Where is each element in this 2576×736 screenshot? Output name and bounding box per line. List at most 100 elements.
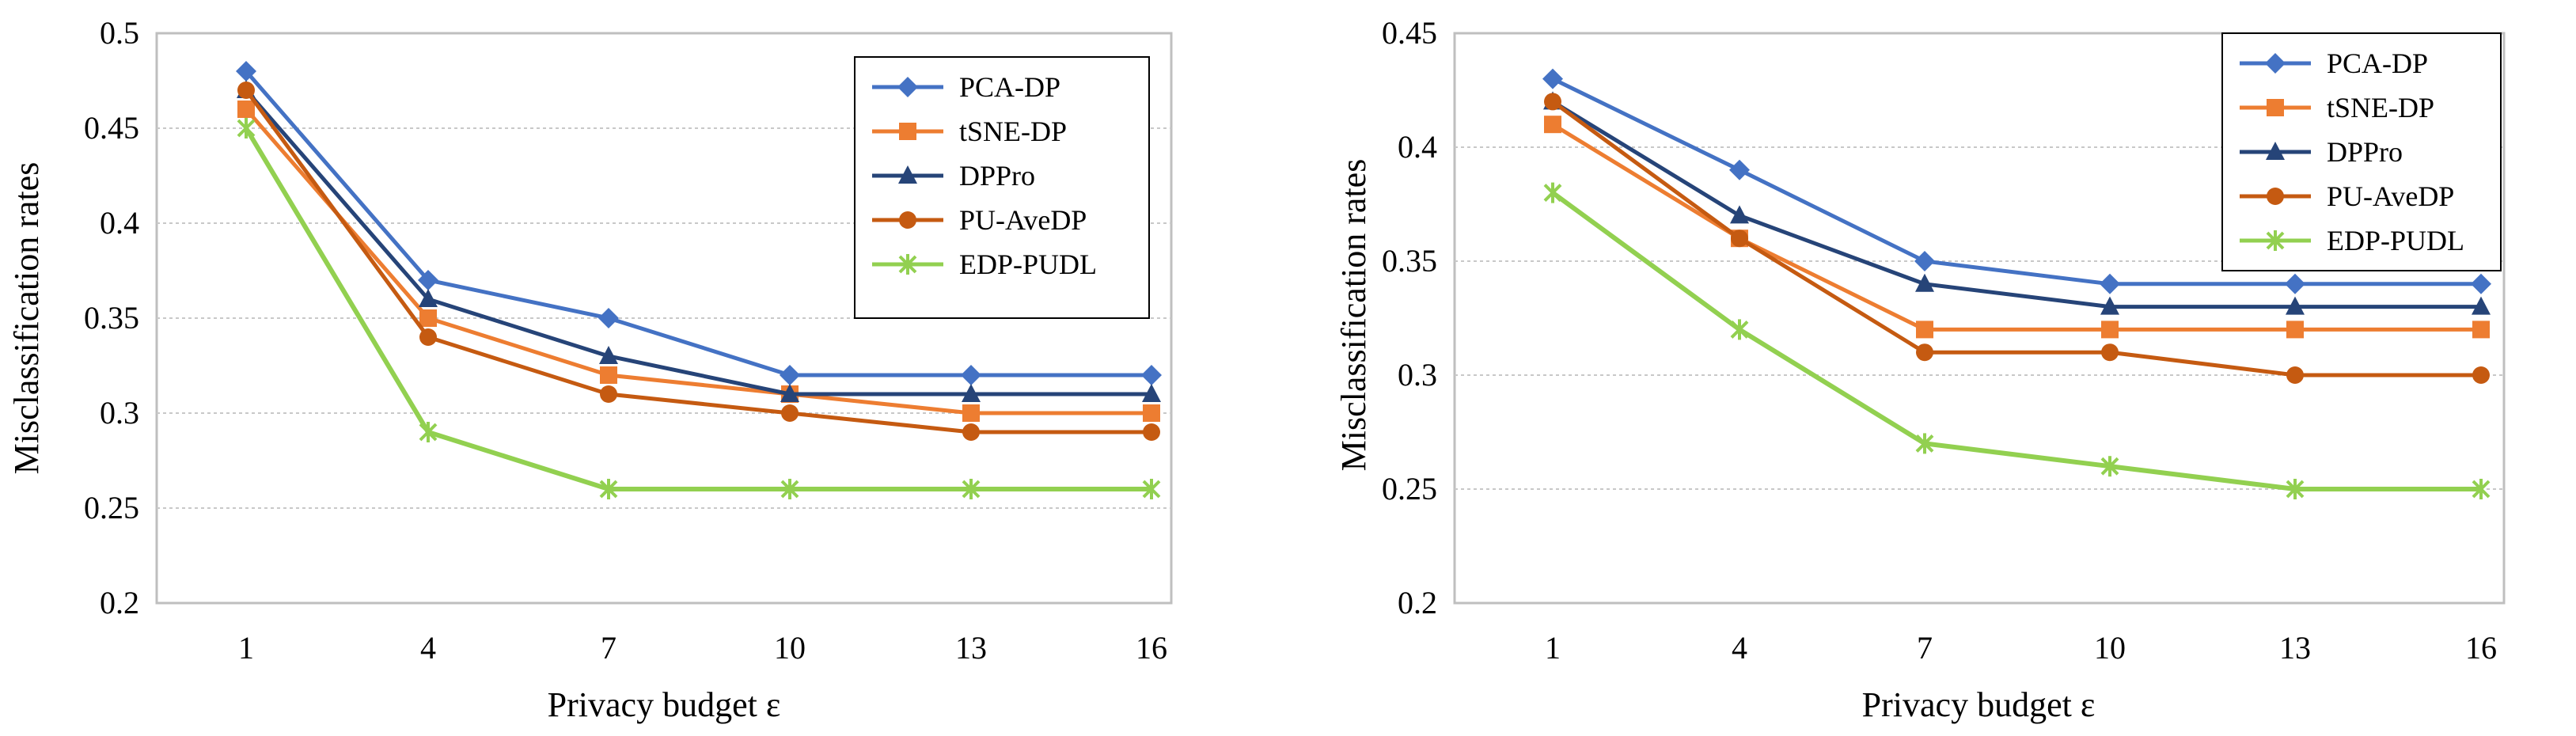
legend-item: PU-AveDP <box>2240 180 2454 212</box>
data-point <box>419 309 437 327</box>
data-point <box>2286 479 2305 499</box>
data-point <box>1730 205 1749 224</box>
plot-area-border <box>1453 32 2506 605</box>
chart-right: Misclassification rates Privacy budget ε… <box>1334 15 2506 724</box>
data-point <box>2286 366 2304 384</box>
data-point <box>781 404 799 422</box>
data-point <box>237 82 255 99</box>
data-point <box>419 289 438 307</box>
data-point <box>962 423 980 441</box>
data-point <box>780 384 799 402</box>
y-tick-label: 0.2 <box>1398 585 1437 620</box>
data-point <box>1543 182 1562 203</box>
data-point <box>2471 273 2491 294</box>
data-point <box>418 270 438 290</box>
y-tick-label: 0.4 <box>1398 129 1437 165</box>
data-point <box>1143 404 1160 422</box>
data-point <box>1142 479 1161 499</box>
legend-marker <box>898 165 917 184</box>
legend-item: EDP-PUDL <box>2240 225 2464 256</box>
series-line <box>245 70 1151 377</box>
data-point <box>419 328 437 346</box>
data-point <box>1731 230 1748 248</box>
x-tick-label: 7 <box>1917 630 1933 666</box>
data-point <box>780 365 800 385</box>
x-tick-label: 1 <box>1545 630 1561 666</box>
legend-marker <box>2265 53 2286 74</box>
legend-marker <box>2267 99 2284 116</box>
data-point <box>1914 251 1935 271</box>
data-point <box>1730 319 1749 340</box>
legend-label: tSNE-DP <box>959 116 1067 147</box>
x-tick-label: 4 <box>420 630 436 666</box>
y-tick-label: 0.45 <box>84 110 139 146</box>
legend-label: EDP-PUDL <box>2327 225 2464 256</box>
data-point <box>2101 343 2119 362</box>
y-tick-label: 0.45 <box>1382 15 1437 51</box>
series-pca-dp <box>236 61 1162 385</box>
legend-marker <box>899 123 916 140</box>
legend-item: DPPro <box>872 160 1035 192</box>
x-tick-label: 10 <box>2094 630 2126 666</box>
legend-label: tSNE-DP <box>2327 92 2434 123</box>
data-point <box>1544 93 1561 111</box>
legend-label: EDP-PUDL <box>959 248 1097 280</box>
data-point <box>237 118 256 138</box>
legend-item: tSNE-DP <box>2240 92 2434 123</box>
data-point <box>1915 273 1934 292</box>
data-point <box>419 422 438 442</box>
series-pu-avedp <box>237 82 1160 441</box>
x-axis-title: Privacy budget ε <box>1862 685 2096 724</box>
data-point <box>1729 159 1750 180</box>
legend-item: tSNE-DP <box>872 116 1067 147</box>
series-pu-avedp <box>1544 93 2490 384</box>
data-point <box>599 479 618 499</box>
y-tick-label: 0.35 <box>1382 243 1437 279</box>
x-tick-label: 4 <box>1732 630 1747 666</box>
data-point <box>600 385 617 403</box>
chart-left: Misclassification rates Privacy budget ε… <box>7 15 1173 724</box>
data-point <box>599 346 618 364</box>
data-point <box>237 101 255 118</box>
data-point <box>2101 321 2119 339</box>
data-point <box>2285 273 2305 294</box>
data-point <box>2100 273 2120 294</box>
series-edp-pudl <box>237 118 1161 499</box>
data-point <box>2472 321 2490 339</box>
series-line <box>245 89 1151 396</box>
x-tick-label: 10 <box>774 630 806 666</box>
x-tick-label: 13 <box>2279 630 2311 666</box>
data-point <box>2286 296 2305 315</box>
data-point <box>962 384 981 402</box>
legend-label: DPPro <box>959 160 1035 192</box>
y-tick-label: 0.4 <box>100 205 139 241</box>
x-tick-label: 13 <box>955 630 987 666</box>
legend-item: PU-AveDP <box>872 204 1087 236</box>
legend-marker <box>2266 230 2285 251</box>
series-edp-pudl <box>1543 182 2491 499</box>
series-tsne-dp <box>237 101 1160 422</box>
data-point <box>1544 116 1561 134</box>
legend-marker <box>2266 142 2285 160</box>
series-pca-dp <box>1542 68 2491 294</box>
legend-label: PU-AveDP <box>959 204 1087 236</box>
y-tick-label: 0.25 <box>1382 471 1437 506</box>
y-tick-label: 0.3 <box>1398 357 1437 393</box>
legend-item: PCA-DP <box>872 71 1060 103</box>
legend-item: EDP-PUDL <box>872 248 1097 280</box>
legend-box <box>854 56 1150 319</box>
data-point <box>598 308 619 328</box>
series-line <box>1551 100 2481 309</box>
data-point <box>1542 68 1563 89</box>
legend-item: PCA-DP <box>2240 47 2428 79</box>
data-point <box>962 479 981 499</box>
series-line <box>245 108 1151 415</box>
legend: PCA-DP tSNE-DP DPPro PU-AveDP EDP-PUDL <box>2221 32 2502 271</box>
x-tick-label: 7 <box>601 630 616 666</box>
legend: PCA-DP tSNE-DP DPPro PU-AveDP EDP-PUDL <box>854 56 1150 319</box>
y-tick-label: 0.25 <box>84 490 139 525</box>
y-axis-title: Misclassification rates <box>7 162 46 475</box>
series-line <box>1551 77 2481 286</box>
legend-item: DPPro <box>2240 136 2403 168</box>
y-tick-label: 0.5 <box>100 15 139 51</box>
